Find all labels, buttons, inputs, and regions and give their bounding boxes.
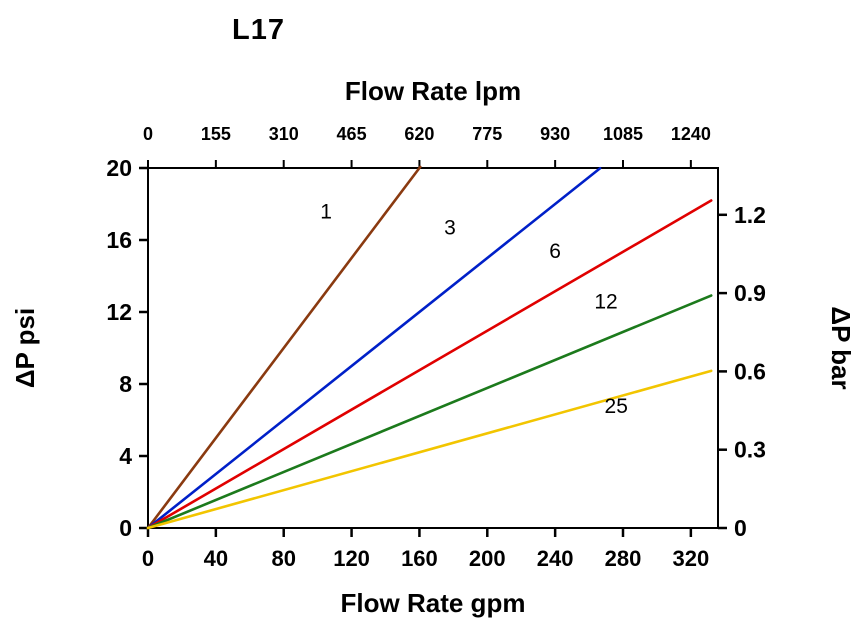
right-axis-tick-label: 0.6 — [734, 358, 766, 384]
right-axis-tick-label: 0 — [734, 515, 747, 541]
top-axis-title: Flow Rate lpm — [345, 76, 521, 106]
series-label-25-micron: 25 — [605, 395, 628, 418]
top-axis-tick-label: 310 — [269, 124, 299, 144]
bottom-axis-tick-label: 0 — [142, 546, 154, 571]
plot-border — [147, 167, 719, 529]
bottom-axis-tick-label: 320 — [672, 546, 709, 571]
bottom-axis-title: Flow Rate gpm — [341, 588, 526, 618]
left-axis-tick-label: 8 — [119, 371, 132, 397]
series-label-1-micron: 1 — [320, 200, 332, 223]
top-axis-tick-label: 465 — [337, 124, 367, 144]
left-axis-tick-label: 12 — [106, 299, 132, 325]
right-axis-tick-label: 1.2 — [734, 202, 766, 228]
bottom-axis-tick-label: 240 — [537, 546, 574, 571]
series-line-12-micron — [146, 294, 713, 530]
top-axis-tick-label: 155 — [201, 124, 231, 144]
left-axis-tick-label: 0 — [119, 515, 132, 541]
top-axis-tick-label: 1240 — [671, 124, 711, 144]
series-label-12-micron: 12 — [594, 290, 617, 313]
bottom-axis-tick-label: 80 — [271, 546, 295, 571]
series-line-6-micron — [146, 199, 713, 530]
chart-title: L17 — [232, 14, 285, 46]
bottom-axis-tick-label: 40 — [204, 546, 228, 571]
left-axis-title: ΔP psi — [10, 308, 40, 388]
bottom-axis-tick-label: 120 — [333, 546, 370, 571]
series-label-3-micron: 3 — [444, 217, 456, 240]
bottom-axis-tick-label: 200 — [469, 546, 506, 571]
left-axis-tick-label: 16 — [106, 227, 132, 253]
top-axis-tick-label: 930 — [540, 124, 570, 144]
top-axis-tick-label: 620 — [404, 124, 434, 144]
top-axis-tick-label: 775 — [472, 124, 502, 144]
series-line-3-micron — [146, 166, 602, 530]
series-line-25-micron — [146, 369, 713, 530]
left-axis-tick-label: 20 — [106, 155, 132, 181]
bottom-axis-tick-label: 160 — [401, 546, 438, 571]
top-axis-tick-label: 0 — [143, 124, 153, 144]
top-axis-tick-label: 1085 — [603, 124, 643, 144]
series-line-1-micron — [146, 165, 422, 530]
right-axis-title: ΔP bar — [826, 306, 856, 389]
left-axis-tick-label: 4 — [119, 443, 132, 469]
right-axis-tick-label: 0.9 — [734, 280, 766, 306]
series-label-6-micron: 6 — [549, 240, 561, 263]
right-axis-tick-label: 0.3 — [734, 437, 766, 463]
bottom-axis-tick-label: 280 — [605, 546, 642, 571]
